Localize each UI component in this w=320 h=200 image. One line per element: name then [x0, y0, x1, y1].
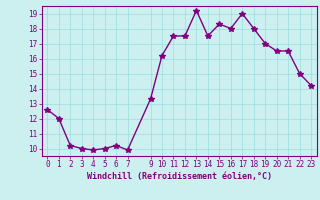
X-axis label: Windchill (Refroidissement éolien,°C): Windchill (Refroidissement éolien,°C) [87, 172, 272, 181]
